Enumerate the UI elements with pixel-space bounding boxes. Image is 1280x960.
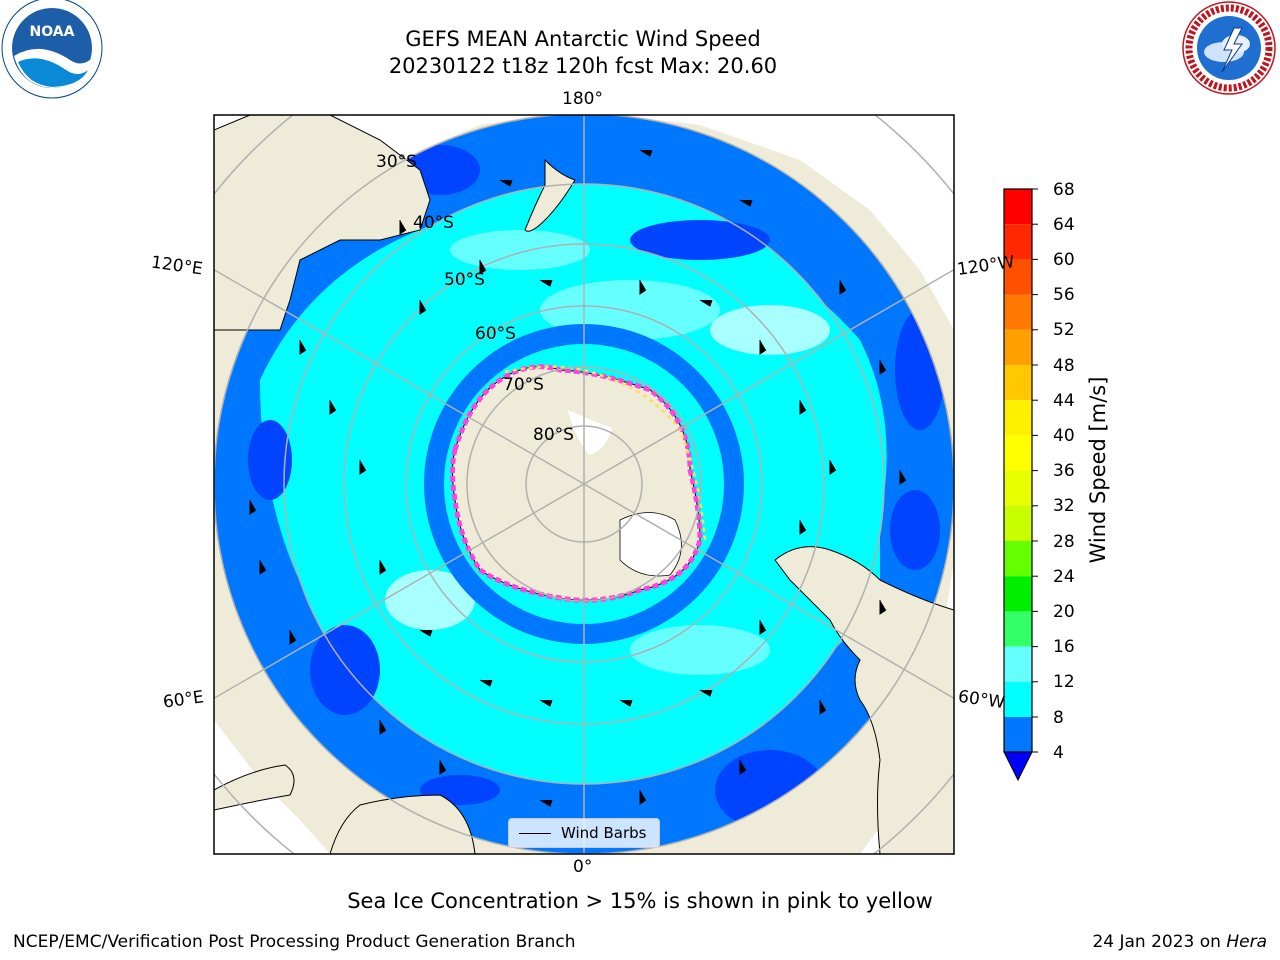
south-america-landmass (774, 546, 954, 854)
colorbar-tick: 28 (1053, 532, 1075, 552)
lat-label-30s: 30°S (376, 152, 417, 172)
wind-barbs (249, 149, 907, 807)
new-zealand-landmass (524, 158, 576, 232)
wind-barb-legend-line (519, 832, 551, 834)
colorbar-tick: 60 (1053, 250, 1075, 270)
colorbar-tick: 52 (1053, 320, 1075, 340)
colorbar-tick: 12 (1053, 672, 1075, 692)
colorbar (1003, 188, 1038, 782)
footer-date-text: 24 Jan 2023 on (1092, 932, 1221, 952)
colorbar-title: Wind Speed [m/s] (1086, 376, 1110, 564)
sea-ice-edge (450, 364, 703, 603)
colorbar-tick: 8 (1053, 708, 1064, 728)
colorbar-tick: 40 (1053, 426, 1075, 446)
colorbar-tick: 16 (1053, 637, 1075, 657)
nws-logo (1182, 1, 1276, 95)
colorbar-tick: 36 (1053, 461, 1075, 481)
lon-label-180: 180° (562, 89, 603, 109)
lat-label-40s: 40°S (413, 213, 454, 233)
lat-label-80s: 80°S (533, 425, 574, 445)
footer-credit: NCEP/EMC/Verification Post Processing Pr… (13, 932, 576, 952)
colorbar-tick: 68 (1053, 180, 1075, 200)
colorbar-tick: 24 (1053, 567, 1075, 587)
footer-host: Hera (1226, 932, 1267, 952)
colorbar-tick: 44 (1053, 391, 1075, 411)
noaa-logo: NOAA (1, 0, 103, 99)
colorbar-tick: 32 (1053, 496, 1075, 516)
lon-label-0: 0° (573, 857, 593, 877)
colorbar-tick: 64 (1053, 215, 1075, 235)
colorbar-tick: 56 (1053, 285, 1075, 305)
lat-label-60s: 60°S (475, 324, 516, 344)
lat-label-70s: 70°S (503, 375, 544, 395)
chart-subtitle: 20230122 t18z 120h fcst Max: 20.60 (388, 54, 778, 78)
colorbar-tick: 20 (1053, 602, 1075, 622)
map-legend: Wind Barbs (508, 818, 660, 848)
lat-label-50s: 50°S (444, 270, 485, 290)
colorbar-tick: 48 (1053, 356, 1075, 376)
colorbar-tick: 4 (1053, 743, 1064, 763)
legend-label: Wind Barbs (561, 824, 647, 842)
footer-date: 24 Jan 2023 on Hera (1092, 932, 1267, 952)
sea-ice-note: Sea Ice Concentration > 15% is shown in … (347, 889, 933, 913)
longitude-gridlines (214, 115, 954, 854)
chart-title: GEFS MEAN Antarctic Wind Speed (405, 27, 761, 51)
noaa-logo-text: NOAA (30, 24, 75, 40)
map-frame (213, 114, 955, 855)
africa-landmass (329, 794, 476, 854)
